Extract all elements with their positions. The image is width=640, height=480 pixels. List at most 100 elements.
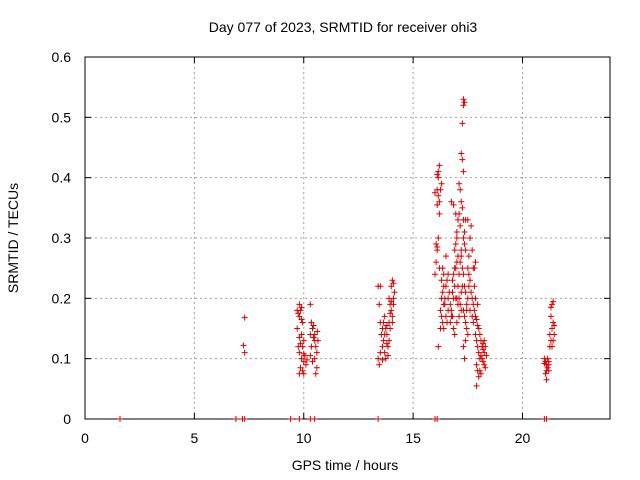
data-point (480, 346, 487, 353)
data-point (439, 289, 446, 296)
data-point (390, 295, 397, 302)
data-point (433, 259, 440, 266)
x-tick-label: 10 (296, 430, 312, 446)
data-point (483, 352, 490, 359)
data-point (547, 304, 554, 311)
data-point (436, 162, 443, 169)
data-point (475, 349, 482, 356)
data-point (453, 235, 460, 241)
data-point (457, 186, 464, 193)
data-point (459, 120, 466, 127)
data-point (480, 340, 487, 347)
data-point (437, 186, 444, 193)
data-point (388, 283, 395, 290)
data-point (461, 99, 468, 106)
data-point (296, 349, 303, 356)
data-point (388, 298, 395, 305)
data-point (307, 352, 314, 359)
data-point (440, 271, 447, 278)
data-point (117, 416, 123, 422)
data-point (309, 358, 316, 365)
axis-ticks: 0 5 10 15 20 0 0.1 0.2 0.3 0.4 0.5 0.6 (52, 49, 610, 446)
data-point (542, 370, 549, 377)
data-point (463, 325, 470, 332)
data-point (383, 340, 390, 347)
data-point (434, 244, 441, 251)
data-point (299, 319, 306, 326)
data-point (468, 289, 475, 296)
data-point (298, 316, 305, 323)
data-point (241, 349, 248, 356)
data-point (295, 310, 302, 317)
data-point (312, 370, 319, 377)
data-point (457, 301, 464, 308)
data-point (474, 322, 481, 329)
data-point (474, 301, 481, 308)
y-tick-label: 0.6 (52, 49, 72, 65)
data-point (388, 307, 395, 314)
data-point (550, 298, 557, 305)
data-point (298, 355, 305, 362)
data-point (543, 376, 550, 383)
data-point (296, 416, 303, 422)
data-point (544, 355, 551, 362)
data-point (462, 289, 469, 296)
data-point (382, 355, 389, 362)
data-point (294, 325, 301, 332)
data-point (379, 343, 386, 350)
data-point (456, 180, 463, 187)
data-point (463, 301, 470, 308)
data-point (449, 277, 456, 284)
data-point (375, 416, 382, 422)
data-point (471, 307, 478, 314)
data-point (313, 349, 320, 356)
data-point (457, 259, 464, 266)
data-point (232, 416, 239, 422)
data-point (314, 337, 321, 344)
data-point (381, 349, 388, 356)
data-point (458, 253, 465, 260)
data-point (471, 283, 478, 290)
data-point (476, 367, 483, 374)
data-point (468, 222, 475, 229)
data-point (311, 355, 318, 362)
data-point (451, 265, 458, 272)
data-point (464, 265, 471, 272)
data-point (541, 360, 548, 367)
data-point (449, 289, 456, 296)
data-point (550, 337, 557, 344)
data-point (297, 307, 304, 314)
data-point (543, 416, 550, 422)
y-tick-label: 0.4 (52, 170, 72, 186)
data-point (448, 307, 455, 314)
data-point (460, 343, 467, 350)
data-point (436, 198, 443, 205)
data-point (472, 295, 479, 302)
data-point (447, 319, 454, 326)
data-point (459, 204, 466, 211)
data-point (461, 313, 468, 320)
data-point (434, 201, 441, 208)
y-tick-label: 0.5 (52, 109, 72, 125)
data-point (375, 355, 382, 362)
data-point (465, 253, 472, 260)
data-point (475, 325, 482, 332)
data-point (437, 325, 444, 332)
data-point (462, 247, 469, 254)
data-point (379, 356, 386, 363)
y-tick-label: 0.1 (52, 351, 72, 367)
data-point (475, 373, 482, 380)
data-point (460, 271, 467, 278)
data-point (482, 343, 489, 350)
data-point (298, 304, 305, 311)
data-point (314, 328, 321, 335)
data-point (549, 301, 556, 308)
data-point (457, 222, 464, 229)
data-point (458, 198, 465, 205)
data-point (451, 247, 458, 254)
data-point (470, 319, 477, 326)
data-point (549, 325, 556, 332)
data-point (451, 331, 458, 338)
